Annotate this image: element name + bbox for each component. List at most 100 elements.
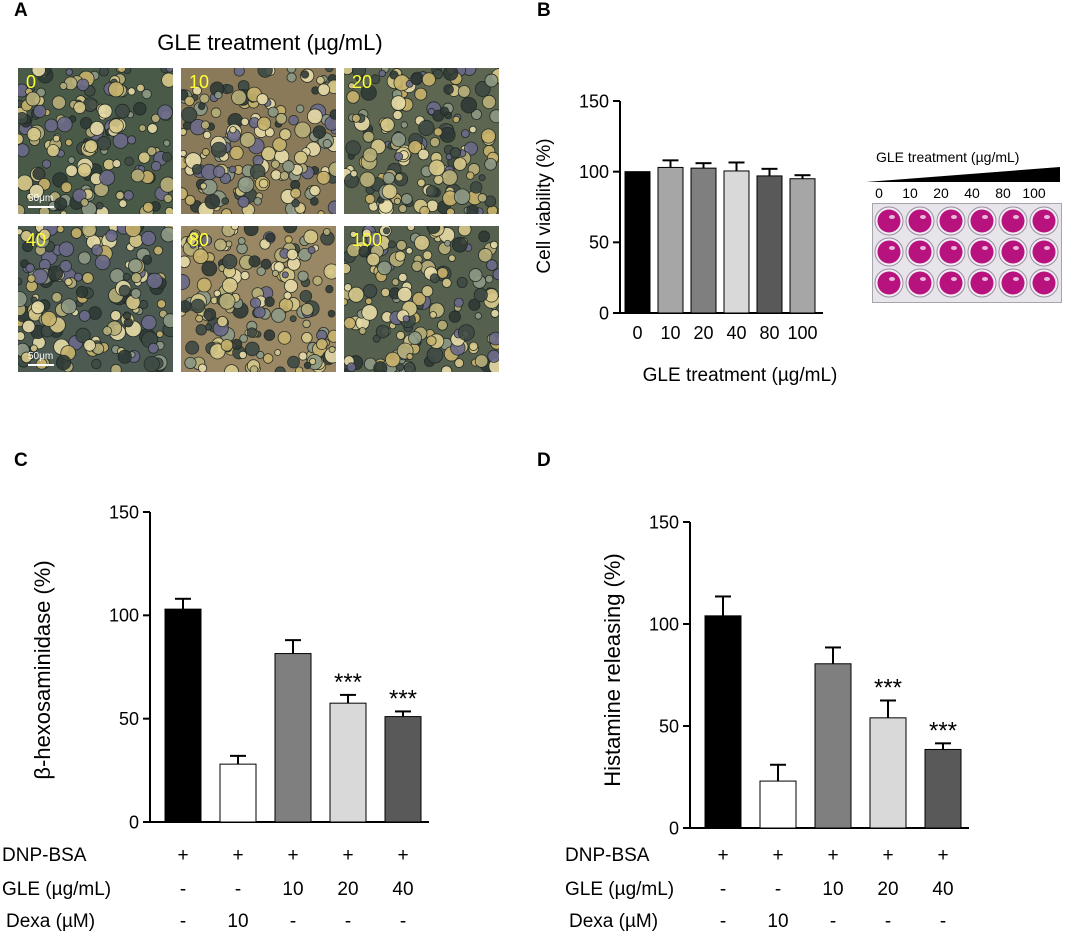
condition-value: + bbox=[882, 845, 894, 866]
y-tick-label: 100 bbox=[109, 606, 139, 626]
micrograph-texture bbox=[181, 68, 336, 214]
condition-value: + bbox=[772, 845, 784, 866]
well-solution bbox=[939, 209, 963, 233]
inset-dose-label: 40 bbox=[964, 185, 980, 201]
bar bbox=[657, 166, 684, 314]
well-highlight bbox=[920, 215, 926, 219]
well-highlight bbox=[951, 246, 957, 250]
scale-bar bbox=[28, 364, 54, 366]
well-highlight bbox=[1013, 215, 1019, 219]
micrograph-tile: 40 50μm bbox=[18, 226, 173, 372]
y-tick-label: 0 bbox=[129, 812, 139, 832]
tile-dose-label: 100 bbox=[352, 230, 383, 250]
micrograph-tile: 10 bbox=[181, 68, 336, 214]
well-highlight bbox=[1044, 277, 1050, 281]
condition-value: - bbox=[179, 911, 187, 932]
tile-dose-label: 40 bbox=[26, 230, 47, 250]
micrograph-texture bbox=[18, 68, 173, 214]
condition-value: 40 bbox=[932, 879, 954, 900]
well-highlight bbox=[889, 277, 895, 281]
bar bbox=[756, 175, 783, 314]
y-tick-label: 150 bbox=[649, 512, 679, 532]
well-plate-image bbox=[872, 203, 1062, 303]
well-highlight bbox=[920, 246, 926, 250]
panel-letter-d: D bbox=[537, 450, 551, 471]
condition-value: 10 bbox=[282, 879, 304, 900]
condition-value: + bbox=[937, 845, 949, 866]
condition-value: 10 bbox=[227, 911, 249, 932]
inset-dose-label: 80 bbox=[995, 185, 1011, 201]
y-axis-label: Cell viability (%) bbox=[534, 138, 555, 273]
condition-value: - bbox=[884, 911, 892, 932]
x-tick-label: 0 bbox=[632, 323, 642, 343]
significance-marker: *** bbox=[334, 669, 362, 696]
bar bbox=[329, 702, 367, 823]
micrograph-texture bbox=[18, 226, 173, 372]
bar bbox=[219, 763, 257, 823]
significance-marker: *** bbox=[389, 685, 417, 712]
condition-value: - bbox=[234, 879, 242, 900]
micrograph-texture bbox=[344, 68, 499, 214]
condition-value: + bbox=[342, 845, 354, 866]
y-tick-label: 0 bbox=[599, 303, 609, 323]
scale-bar-label: 50μm bbox=[28, 351, 54, 362]
micrograph-title: GLE treatment (µg/mL) bbox=[157, 30, 383, 55]
bar bbox=[869, 717, 907, 829]
panel-letter-c: C bbox=[14, 450, 28, 471]
bar bbox=[384, 716, 422, 823]
y-tick-label: 150 bbox=[579, 91, 609, 111]
well-solution bbox=[970, 209, 994, 233]
tile-dose-label: 10 bbox=[189, 72, 210, 92]
well-highlight bbox=[982, 246, 988, 250]
condition-value: - bbox=[344, 911, 352, 932]
well-solution bbox=[939, 240, 963, 264]
micrograph-texture bbox=[344, 226, 499, 372]
bar bbox=[164, 608, 202, 823]
condition-value: + bbox=[827, 845, 839, 866]
x-tick-label: 40 bbox=[726, 323, 746, 343]
inset-dose-label: 100 bbox=[1022, 185, 1046, 201]
well-highlight bbox=[920, 277, 926, 281]
condition-value: - bbox=[719, 911, 727, 932]
y-tick-label: 100 bbox=[579, 162, 609, 182]
well-highlight bbox=[889, 215, 895, 219]
condition-value: 10 bbox=[767, 911, 789, 932]
bar bbox=[690, 167, 717, 314]
condition-value: 10 bbox=[822, 879, 844, 900]
well-solution bbox=[1032, 209, 1056, 233]
condition-value: + bbox=[177, 845, 189, 866]
micrograph-tile: 20 bbox=[344, 68, 499, 214]
bar bbox=[274, 653, 312, 823]
well-solution bbox=[1032, 240, 1056, 264]
well-solution bbox=[908, 209, 932, 233]
y-tick-label: 50 bbox=[119, 709, 139, 729]
chart-b-viability: 0 50 100 150 Cell viability (%) 0 10 20 40 80 100 G… bbox=[534, 91, 837, 386]
row-label-gle: GLE (µg/mL) bbox=[2, 879, 112, 900]
condition-value: 40 bbox=[392, 879, 414, 900]
condition-value: + bbox=[397, 845, 409, 866]
well-highlight bbox=[1013, 246, 1019, 250]
y-tick-label: 150 bbox=[109, 502, 139, 522]
row-label-gle: GLE (µg/mL) bbox=[565, 879, 675, 900]
panel-letter-b: B bbox=[537, 0, 551, 21]
condition-value: 20 bbox=[877, 879, 899, 900]
well-solution bbox=[939, 271, 963, 295]
tile-dose-label: 20 bbox=[352, 72, 373, 92]
y-tick-label: 0 bbox=[669, 818, 679, 838]
well-solution bbox=[877, 209, 901, 233]
condition-value: + bbox=[287, 845, 299, 866]
well-solution bbox=[970, 271, 994, 295]
inset-dose-label: 0 bbox=[875, 185, 883, 201]
row-label-dexa: Dexa (µM) bbox=[569, 911, 659, 932]
row-label-dexa: Dexa (µM) bbox=[6, 911, 96, 932]
well-solution bbox=[1032, 271, 1056, 295]
tile-dose-label: 80 bbox=[189, 230, 210, 250]
tile-dose-label: 0 bbox=[26, 72, 37, 92]
well-highlight bbox=[982, 277, 988, 281]
well-highlight bbox=[982, 215, 988, 219]
condition-value: - bbox=[179, 879, 187, 900]
condition-value: + bbox=[232, 845, 244, 866]
y-tick-label: 50 bbox=[659, 716, 679, 736]
bar bbox=[814, 663, 852, 829]
well-highlight bbox=[1044, 215, 1050, 219]
